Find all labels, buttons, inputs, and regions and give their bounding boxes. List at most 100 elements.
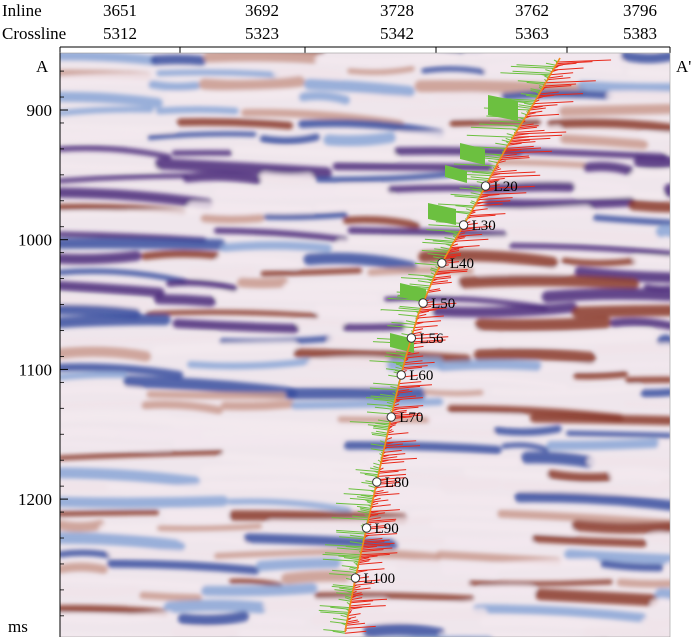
log-trace-positive (436, 269, 468, 273)
well-marker-label: L80 (385, 475, 409, 491)
seismic-reflector (565, 65, 623, 74)
log-trace-negative (422, 241, 453, 245)
seismic-reflector (290, 53, 324, 55)
seismic-reflector (201, 583, 318, 597)
seismic-reflector (343, 441, 502, 455)
seismic-reflector (493, 425, 562, 436)
log-trace-positive (512, 134, 563, 138)
seismic-reflector (315, 171, 454, 183)
log-trace-negative (333, 617, 348, 621)
log-trace-negative (319, 605, 350, 609)
seismic-reflector (98, 522, 162, 535)
log-trace-negative (523, 102, 533, 106)
well-marker-dot (361, 523, 372, 533)
log-green-block (428, 203, 456, 225)
seismic-reflector (214, 186, 338, 199)
seismic-reflector (384, 295, 548, 311)
log-trace-positive (542, 85, 572, 89)
log-trace-positive (456, 235, 467, 239)
seismic-reflector (60, 163, 161, 171)
log-green-block (400, 283, 426, 303)
log-trace-positive (379, 469, 407, 473)
log-trace-positive (428, 288, 441, 292)
seismic-reflector (571, 519, 670, 534)
log-trace-positive (392, 409, 407, 413)
log-trace-negative (432, 240, 454, 244)
seismic-reflector (106, 482, 212, 492)
seismic-reflector (436, 334, 501, 346)
log-trace-positive (397, 389, 410, 393)
log-trace-positive (492, 169, 517, 173)
log-trace-positive (455, 237, 465, 241)
seismic-reflector (213, 548, 353, 559)
seismic-reflector (145, 309, 319, 319)
seismic-reflector (566, 430, 670, 439)
log-trace-positive (414, 325, 438, 329)
log-trace-positive (514, 131, 567, 135)
seismic-reflector (200, 214, 265, 224)
log-trace-negative (318, 609, 349, 613)
log-trace-positive (480, 192, 527, 196)
seismic-reflector (640, 388, 670, 398)
seismic-reflector (423, 389, 484, 397)
log-trace-positive (557, 59, 612, 63)
log-trace-negative (395, 363, 404, 367)
seismic-reflector (60, 585, 139, 598)
seismic-reflector (501, 442, 550, 453)
log-trace-negative (445, 230, 459, 234)
log-trace-negative (516, 101, 534, 105)
seismic-reflector (558, 103, 670, 117)
seismic-reflector (367, 266, 474, 276)
seismic-reflector (60, 333, 218, 344)
log-trace-negative (437, 203, 475, 207)
seismic-reflector (60, 304, 141, 320)
well-marker-dot (480, 181, 491, 191)
well-marker-label: L30 (472, 218, 496, 234)
log-trace-negative (373, 425, 389, 429)
log-trace-negative (405, 320, 416, 324)
seismic-reflector (281, 570, 355, 585)
log-trace-negative (370, 395, 396, 399)
log-trace-negative (488, 168, 494, 172)
log-trace-positive (346, 621, 360, 625)
inline-value: 3796 (623, 1, 657, 20)
seismic-reflector (60, 314, 171, 329)
seismic-reflector (609, 467, 670, 484)
seismic-reflector (60, 294, 151, 311)
log-trace-positive (539, 91, 559, 95)
seismic-reflector (573, 370, 628, 380)
log-trace-positive (547, 77, 571, 81)
seismic-reflector (627, 68, 670, 78)
seismic-reflector (501, 89, 613, 101)
log-trace-positive (444, 256, 456, 260)
log-trace-positive (397, 385, 421, 389)
seismic-reflector (296, 319, 346, 328)
log-trace-negative (465, 208, 472, 212)
log-trace-negative (518, 104, 532, 108)
log-trace-positive (435, 272, 451, 276)
seismic-reflector (347, 65, 415, 76)
well-marker-dot (396, 370, 406, 380)
well-marker-label: L70 (399, 410, 423, 426)
seismic-reflector (468, 579, 613, 587)
seismic-reflector (483, 60, 565, 75)
log-trace-negative (530, 89, 541, 93)
log-trace-positive (554, 64, 564, 68)
log-trace-positive (415, 320, 442, 324)
log-trace-positive (419, 309, 437, 313)
seismic-reflector (633, 156, 670, 169)
seismic-reflector (414, 80, 586, 96)
seismic-reflector (60, 130, 145, 141)
log-trace-positive (509, 139, 531, 143)
log-trace-negative (390, 385, 399, 389)
seismic-reflector (166, 279, 238, 292)
log-trace-positive (398, 384, 432, 388)
seismic-reflector (237, 277, 289, 289)
seismic-reflector (272, 67, 343, 81)
seismic-reflector (60, 73, 153, 88)
seismic-reflector (477, 266, 571, 278)
log-trace-positive (396, 390, 413, 394)
header-values: 3651 3692 3728 3762 3796 5312 5323 5342 5363 5383 (103, 1, 657, 43)
log-trace-negative (540, 73, 550, 77)
log-trace-negative (428, 224, 463, 228)
